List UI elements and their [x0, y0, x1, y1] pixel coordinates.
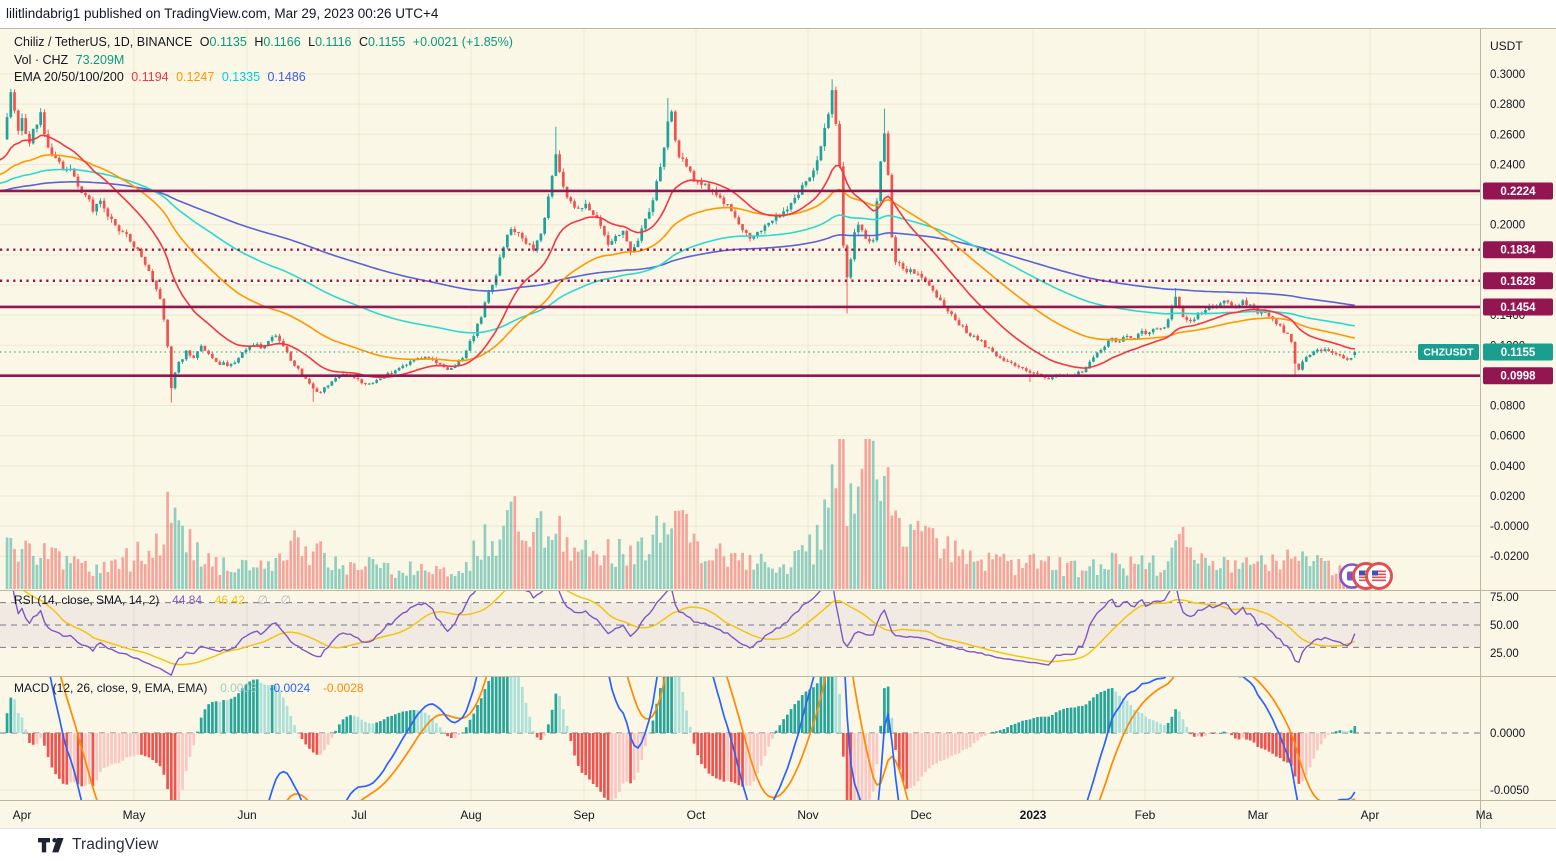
svg-text:Apr: Apr	[13, 808, 32, 822]
us-flag-event-icon	[1365, 562, 1393, 590]
svg-text:0.2400: 0.2400	[1490, 159, 1525, 171]
svg-text:0.0000: 0.0000	[1490, 728, 1525, 740]
level-badge-0.2224: 0.2224	[1483, 182, 1553, 200]
svg-text:2023: 2023	[1020, 808, 1047, 822]
svg-text:0.1454: 0.1454	[1500, 302, 1536, 314]
svg-text:May: May	[123, 808, 146, 822]
axis-currency-label: USDT	[1490, 39, 1523, 53]
economic-event-icons[interactable]	[1339, 562, 1393, 590]
level-badge-0.1454: 0.1454	[1483, 298, 1553, 316]
volume-bars	[5, 439, 1357, 589]
svg-text:Ma: Ma	[1476, 808, 1493, 822]
svg-text:-0.0050: -0.0050	[1490, 785, 1529, 797]
macd-pane	[0, 677, 1480, 800]
svg-text:Dec: Dec	[910, 808, 931, 822]
level-badge-0.0998: 0.0998	[1483, 367, 1553, 385]
svg-text:Feb: Feb	[1135, 808, 1156, 822]
svg-text:Oct: Oct	[687, 808, 706, 822]
level-badge-0.1834: 0.1834	[1483, 241, 1553, 259]
svg-text:0.0400: 0.0400	[1490, 461, 1525, 473]
svg-text:0.1834: 0.1834	[1500, 245, 1536, 257]
publish-header-text: lilitlindabrig1 published on TradingView…	[6, 6, 439, 21]
macd-histogram	[5, 677, 1357, 800]
svg-text:0.0200: 0.0200	[1490, 491, 1525, 503]
svg-text:0.2224: 0.2224	[1500, 186, 1536, 198]
tradingview-logo-icon[interactable]	[38, 837, 64, 853]
level-badge-0.1628: 0.1628	[1483, 272, 1553, 290]
current-price-badge: 0.1155	[1483, 343, 1553, 361]
tradingview-brand-text[interactable]: TradingView	[72, 836, 159, 853]
ema-lines	[0, 134, 1355, 379]
svg-text:25.00: 25.00	[1490, 648, 1519, 660]
price-axis[interactable]: USDT0.30000.28000.26000.24000.20000.1400…	[1418, 39, 1553, 797]
svg-text:Nov: Nov	[797, 808, 818, 822]
svg-text:Apr: Apr	[1361, 808, 1380, 822]
svg-text:0.0998: 0.0998	[1500, 371, 1536, 383]
svg-text:Jul: Jul	[351, 808, 366, 822]
publish-header: lilitlindabrig1 published on TradingView…	[0, 0, 1556, 28]
pane-separators[interactable]	[0, 28, 1556, 828]
svg-text:75.00: 75.00	[1490, 592, 1519, 604]
time-axis[interactable]: Apr May Jun Jul Aug Sep Oct Nov Dec 2023 Feb Mar Apr…	[13, 808, 1493, 822]
chart-canvas[interactable]: USDT0.30000.28000.26000.24000.20000.1400…	[0, 28, 1556, 828]
price-levels[interactable]	[0, 189, 1480, 378]
svg-text:-0.0000: -0.0000	[1490, 521, 1529, 533]
svg-text:0.2000: 0.2000	[1490, 220, 1525, 232]
svg-text:-0.0200: -0.0200	[1490, 551, 1529, 563]
svg-text:0.0800: 0.0800	[1490, 401, 1525, 413]
svg-text:0.1628: 0.1628	[1500, 276, 1536, 288]
symbol-price-label: CHZUSDT	[1418, 344, 1479, 361]
svg-text:50.00: 50.00	[1490, 620, 1519, 632]
svg-text:0.1155: 0.1155	[1501, 347, 1536, 359]
gridlines	[0, 28, 1480, 800]
svg-text:Mar: Mar	[1248, 808, 1269, 822]
svg-text:0.2800: 0.2800	[1490, 99, 1525, 111]
svg-text:Sep: Sep	[573, 808, 595, 822]
svg-text:CHZUSDT: CHZUSDT	[1423, 347, 1474, 359]
footer-bar: TradingView	[0, 828, 1556, 861]
svg-text:Jun: Jun	[237, 808, 256, 822]
rsi-pane	[0, 591, 1480, 676]
chart-area[interactable]: USDT 0.3000 0.2800 0.2600 0.2400 0.2000 0.1400…	[0, 28, 1556, 828]
svg-text:Aug: Aug	[460, 808, 481, 822]
candlesticks	[5, 79, 1357, 403]
svg-text:0.3000: 0.3000	[1490, 69, 1525, 81]
svg-text:0.2600: 0.2600	[1490, 129, 1525, 141]
svg-text:0.0600: 0.0600	[1490, 431, 1525, 443]
